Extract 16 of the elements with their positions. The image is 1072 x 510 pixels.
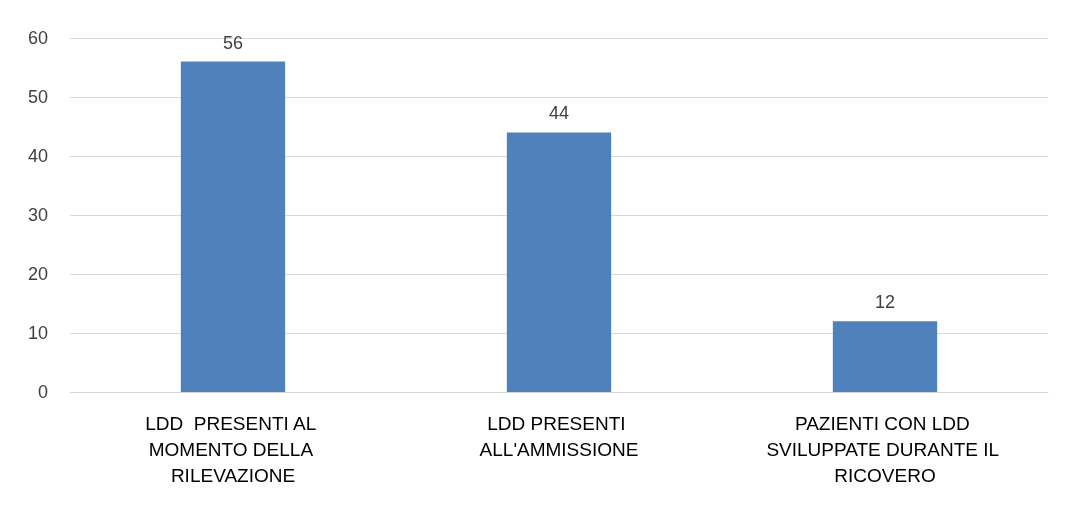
x-tick-label: LDD PRESENTI AL MOMENTO DELLA RILEVAZIONE	[145, 412, 321, 486]
data-label: 44	[548, 103, 570, 124]
y-tick-label: 50	[27, 87, 48, 107]
data-label: 56	[222, 32, 244, 53]
x-tick-label: PAZIENTI CON LDD SVILUPPATE DURANTE IL RICOVERO	[766, 412, 1004, 486]
bar	[506, 132, 612, 392]
y-tick-label: 0	[37, 382, 48, 402]
data-label: 12	[874, 292, 896, 313]
bar	[832, 321, 938, 392]
y-tick-label: 20	[27, 264, 48, 284]
y-tick-label: 60	[27, 28, 48, 48]
bar	[180, 61, 286, 392]
y-tick-label: 40	[27, 146, 48, 166]
y-tick-label: 10	[27, 323, 48, 343]
x-tick-label: LDD PRESENTI ALL'AMMISSIONE	[479, 412, 639, 460]
y-tick-label: 30	[27, 205, 48, 225]
